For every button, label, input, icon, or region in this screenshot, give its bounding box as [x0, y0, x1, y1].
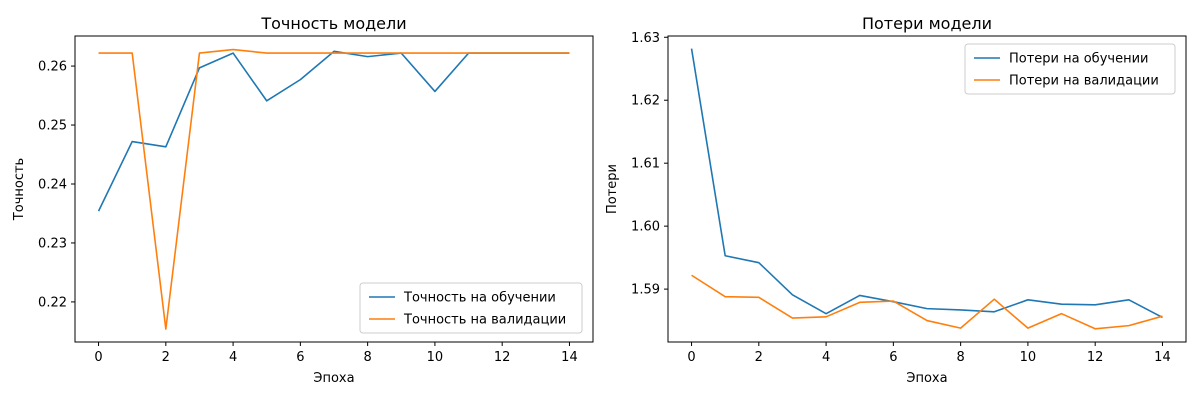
- y-tick-label: 0.24: [38, 177, 67, 192]
- legend: Точность на обучении Точность на валидаци…: [360, 283, 582, 333]
- legend-label: Точность на валидации: [403, 313, 566, 328]
- y-tick-label: 1.61: [631, 157, 660, 172]
- chart-title: Потери модели: [862, 14, 992, 33]
- x-tick-label: 6: [889, 350, 897, 365]
- loss-chart: Потери модели 0 2 4 6 8 10 12 14 1.59 1.60 1.61 1.62…: [605, 14, 1186, 386]
- y-tick-label: 0.25: [38, 119, 67, 134]
- y-tick-label: 1.62: [631, 94, 660, 109]
- x-tick-label: 10: [427, 350, 444, 365]
- x-tick-label: 8: [956, 350, 964, 365]
- x-tick-label: 12: [1087, 350, 1104, 365]
- x-axis-label: Эпоха: [313, 371, 354, 386]
- chart-title: Точность модели: [260, 14, 406, 33]
- x-axis-label: Эпоха: [906, 371, 947, 386]
- y-tick-label: 1.59: [631, 283, 660, 298]
- series-line-validation: [692, 275, 1163, 329]
- x-tick-label: 14: [1154, 350, 1171, 365]
- x-tick-label: 2: [755, 350, 763, 365]
- series-line-train: [99, 51, 570, 211]
- x-tick-label: 4: [229, 350, 237, 365]
- y-tick-label: 0.23: [38, 236, 67, 251]
- x-tick-label: 12: [494, 350, 511, 365]
- x-tick-label: 0: [94, 350, 102, 365]
- y-axis-label: Потери: [605, 164, 620, 214]
- y-tick-label: 1.60: [631, 220, 660, 235]
- y-tick-label: 1.63: [631, 31, 660, 46]
- y-axis-label: Точность: [12, 158, 27, 221]
- y-tick-label: 0.22: [38, 295, 67, 310]
- x-tick-label: 2: [162, 350, 170, 365]
- x-tick-label: 14: [561, 350, 578, 365]
- accuracy-chart: Точность модели 0 2 4 6 8 10 12 14 0.22 0.23 0.24 0.…: [12, 14, 593, 386]
- x-tick-label: 0: [687, 350, 695, 365]
- x-tick-label: 6: [296, 350, 304, 365]
- legend-label: Потери на обучении: [1009, 52, 1148, 67]
- legend-label: Потери на валидации: [1009, 74, 1159, 89]
- x-tick-label: 8: [363, 350, 371, 365]
- legend: Потери на обучении Потери на валидации: [965, 44, 1175, 94]
- x-tick-label: 10: [1020, 350, 1037, 365]
- legend-label: Точность на обучении: [403, 291, 556, 306]
- y-tick-label: 0.26: [38, 60, 67, 75]
- x-tick-label: 4: [822, 350, 830, 365]
